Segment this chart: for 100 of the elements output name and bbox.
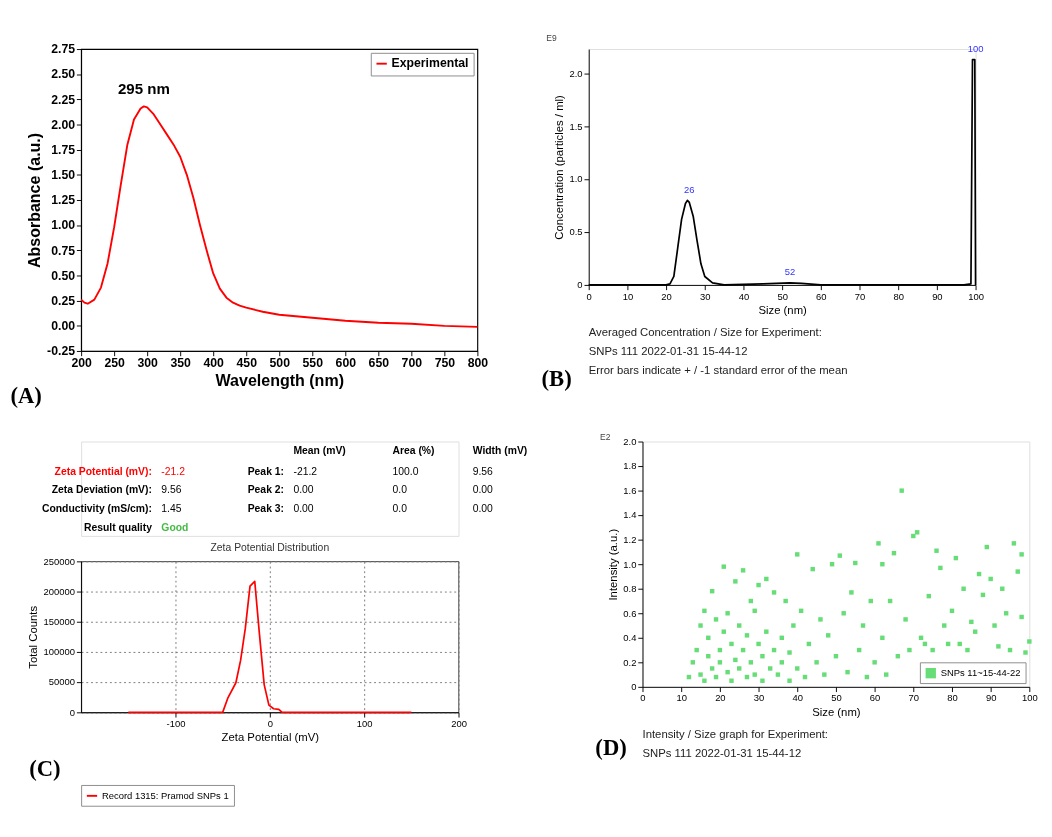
y-tick-label: 0 <box>577 279 583 291</box>
x-tick-label: 80 <box>893 290 904 302</box>
y-tick-label: 1.75 <box>51 142 76 157</box>
y-tick-label: 2.0 <box>623 435 637 447</box>
x-tick-label: 30 <box>753 692 765 704</box>
text: SNPs 111 2022-01-31 15-44-12 <box>642 746 802 759</box>
x-tick-label: 70 <box>854 290 866 302</box>
text: Averaged Concentration / Size for Experiment: <box>588 325 822 338</box>
text: 1.45 <box>161 503 182 515</box>
y-tick-label: 0.75 <box>51 243 76 258</box>
y-tick-label: 0 <box>69 706 76 718</box>
x-tick-label: 200 <box>71 356 93 371</box>
x-tick-label: 250 <box>104 356 126 371</box>
y-tick-label: 100000 <box>43 646 76 658</box>
text: Mean (mV) <box>293 444 346 456</box>
x-tick-label: 650 <box>368 356 390 371</box>
x-tick-label: 800 <box>467 356 489 371</box>
y-tick-label: 2.00 <box>51 117 76 132</box>
text: E2 <box>600 431 611 442</box>
x-tick-label: 100 <box>356 717 373 729</box>
x-tick-label: 350 <box>170 356 192 371</box>
y-tick-label: 200000 <box>43 585 76 597</box>
x-tick-label: 60 <box>869 692 881 704</box>
x-axis-title: Size (nm) <box>812 705 861 718</box>
y-tick-label: 50000 <box>48 676 76 688</box>
x-tick-label: -100 <box>166 717 186 729</box>
x-tick-label: 10 <box>622 290 634 302</box>
text: Conductivity (mS/cm): <box>41 503 152 515</box>
text: Zeta Deviation (mV): <box>51 484 152 496</box>
x-tick-label: 0 <box>267 717 273 729</box>
y-tick-label: 2.75 <box>51 42 76 57</box>
y-tick-label: 0.25 <box>51 293 76 308</box>
x-axis-title: Wavelength (nm) <box>215 371 344 390</box>
annotation: 26 <box>684 183 695 195</box>
text: Intensity / Size graph for Experiment: <box>642 727 829 740</box>
text: SNPs 111 2022-01-31 15-44-12 <box>588 344 748 357</box>
x-tick-label: 550 <box>302 356 324 371</box>
y-tick-label: 2.50 <box>51 67 76 82</box>
y-tick-label: -0.25 <box>47 344 76 359</box>
legend-label: Experimental <box>391 56 469 71</box>
x-tick-label: 40 <box>738 290 750 302</box>
y-tick-label: 1.25 <box>51 193 76 208</box>
y-tick-label: 1.4 <box>623 509 637 521</box>
text: Error bars indicate + / -1 standard error of the mean <box>588 363 848 376</box>
y-axis-title: Intensity (a.u.) <box>606 528 619 601</box>
x-tick-label: 200 <box>451 717 467 729</box>
y-tick-label: 1.6 <box>623 484 637 496</box>
annotation: 52 <box>784 266 796 278</box>
x-tick-label: 30 <box>700 290 711 302</box>
y-tick-label: 0.2 <box>623 656 637 668</box>
y-tick-label: 2.0 <box>569 67 583 79</box>
text: Good <box>161 522 189 534</box>
text: 0.00 <box>472 484 494 496</box>
x-tick-label: 60 <box>816 290 827 302</box>
x-tick-label: 10 <box>676 692 687 704</box>
x-tick-label: 100 <box>1021 692 1038 704</box>
y-tick-label: 150000 <box>43 616 76 628</box>
x-tick-label: 90 <box>932 290 943 302</box>
x-tick-label: 450 <box>236 356 258 371</box>
y-tick-label: 0.50 <box>51 268 76 283</box>
text: Peak 2: <box>247 484 284 496</box>
text: Peak 1: <box>247 465 284 477</box>
text: (A) <box>10 382 42 408</box>
y-tick-label: 1.5 <box>569 120 583 132</box>
annotation: 295 nm <box>117 80 170 98</box>
text: 100.0 <box>392 465 419 477</box>
y-tick-label: 0.4 <box>623 632 637 644</box>
x-tick-label: 700 <box>401 356 423 371</box>
text: 0.00 <box>472 503 494 515</box>
x-tick-label: 500 <box>269 356 291 371</box>
y-tick-label: 1.0 <box>623 558 637 570</box>
x-tick-label: 50 <box>831 692 842 704</box>
x-tick-label: 20 <box>661 290 672 302</box>
y-axis-title: Absorbance (a.u.) <box>24 132 43 269</box>
text: E9 <box>546 32 557 43</box>
y-tick-label: 1.00 <box>51 218 76 233</box>
x-tick-label: 750 <box>434 356 456 371</box>
text: Zeta Potential (mV): <box>54 465 152 477</box>
y-tick-label: 1.50 <box>51 168 76 183</box>
text: 0.0 <box>392 503 408 515</box>
x-tick-label: 20 <box>715 692 726 704</box>
line-series <box>127 580 413 714</box>
text: Area (%) <box>392 444 435 456</box>
y-tick-label: 2.25 <box>51 92 76 107</box>
x-tick-label: 300 <box>137 356 159 371</box>
y-axis-title: Total Counts <box>26 605 39 669</box>
x-tick-label: 0 <box>586 290 592 302</box>
y-tick-label: 1.8 <box>623 460 637 472</box>
text: 9.56 <box>161 484 182 496</box>
text: -21.2 <box>293 465 318 477</box>
y-tick-label: 0.8 <box>623 583 637 595</box>
x-tick-label: 100 <box>968 290 984 302</box>
text: 0.0 <box>392 484 408 496</box>
y-tick-label: 250000 <box>43 555 76 567</box>
text: 0.00 <box>293 503 314 515</box>
text: (C) <box>29 755 61 781</box>
x-axis-title: Size (nm) <box>758 303 808 316</box>
x-tick-label: 0 <box>640 692 646 704</box>
x-tick-label: 600 <box>335 356 357 371</box>
y-tick-label: 0.6 <box>623 607 637 619</box>
